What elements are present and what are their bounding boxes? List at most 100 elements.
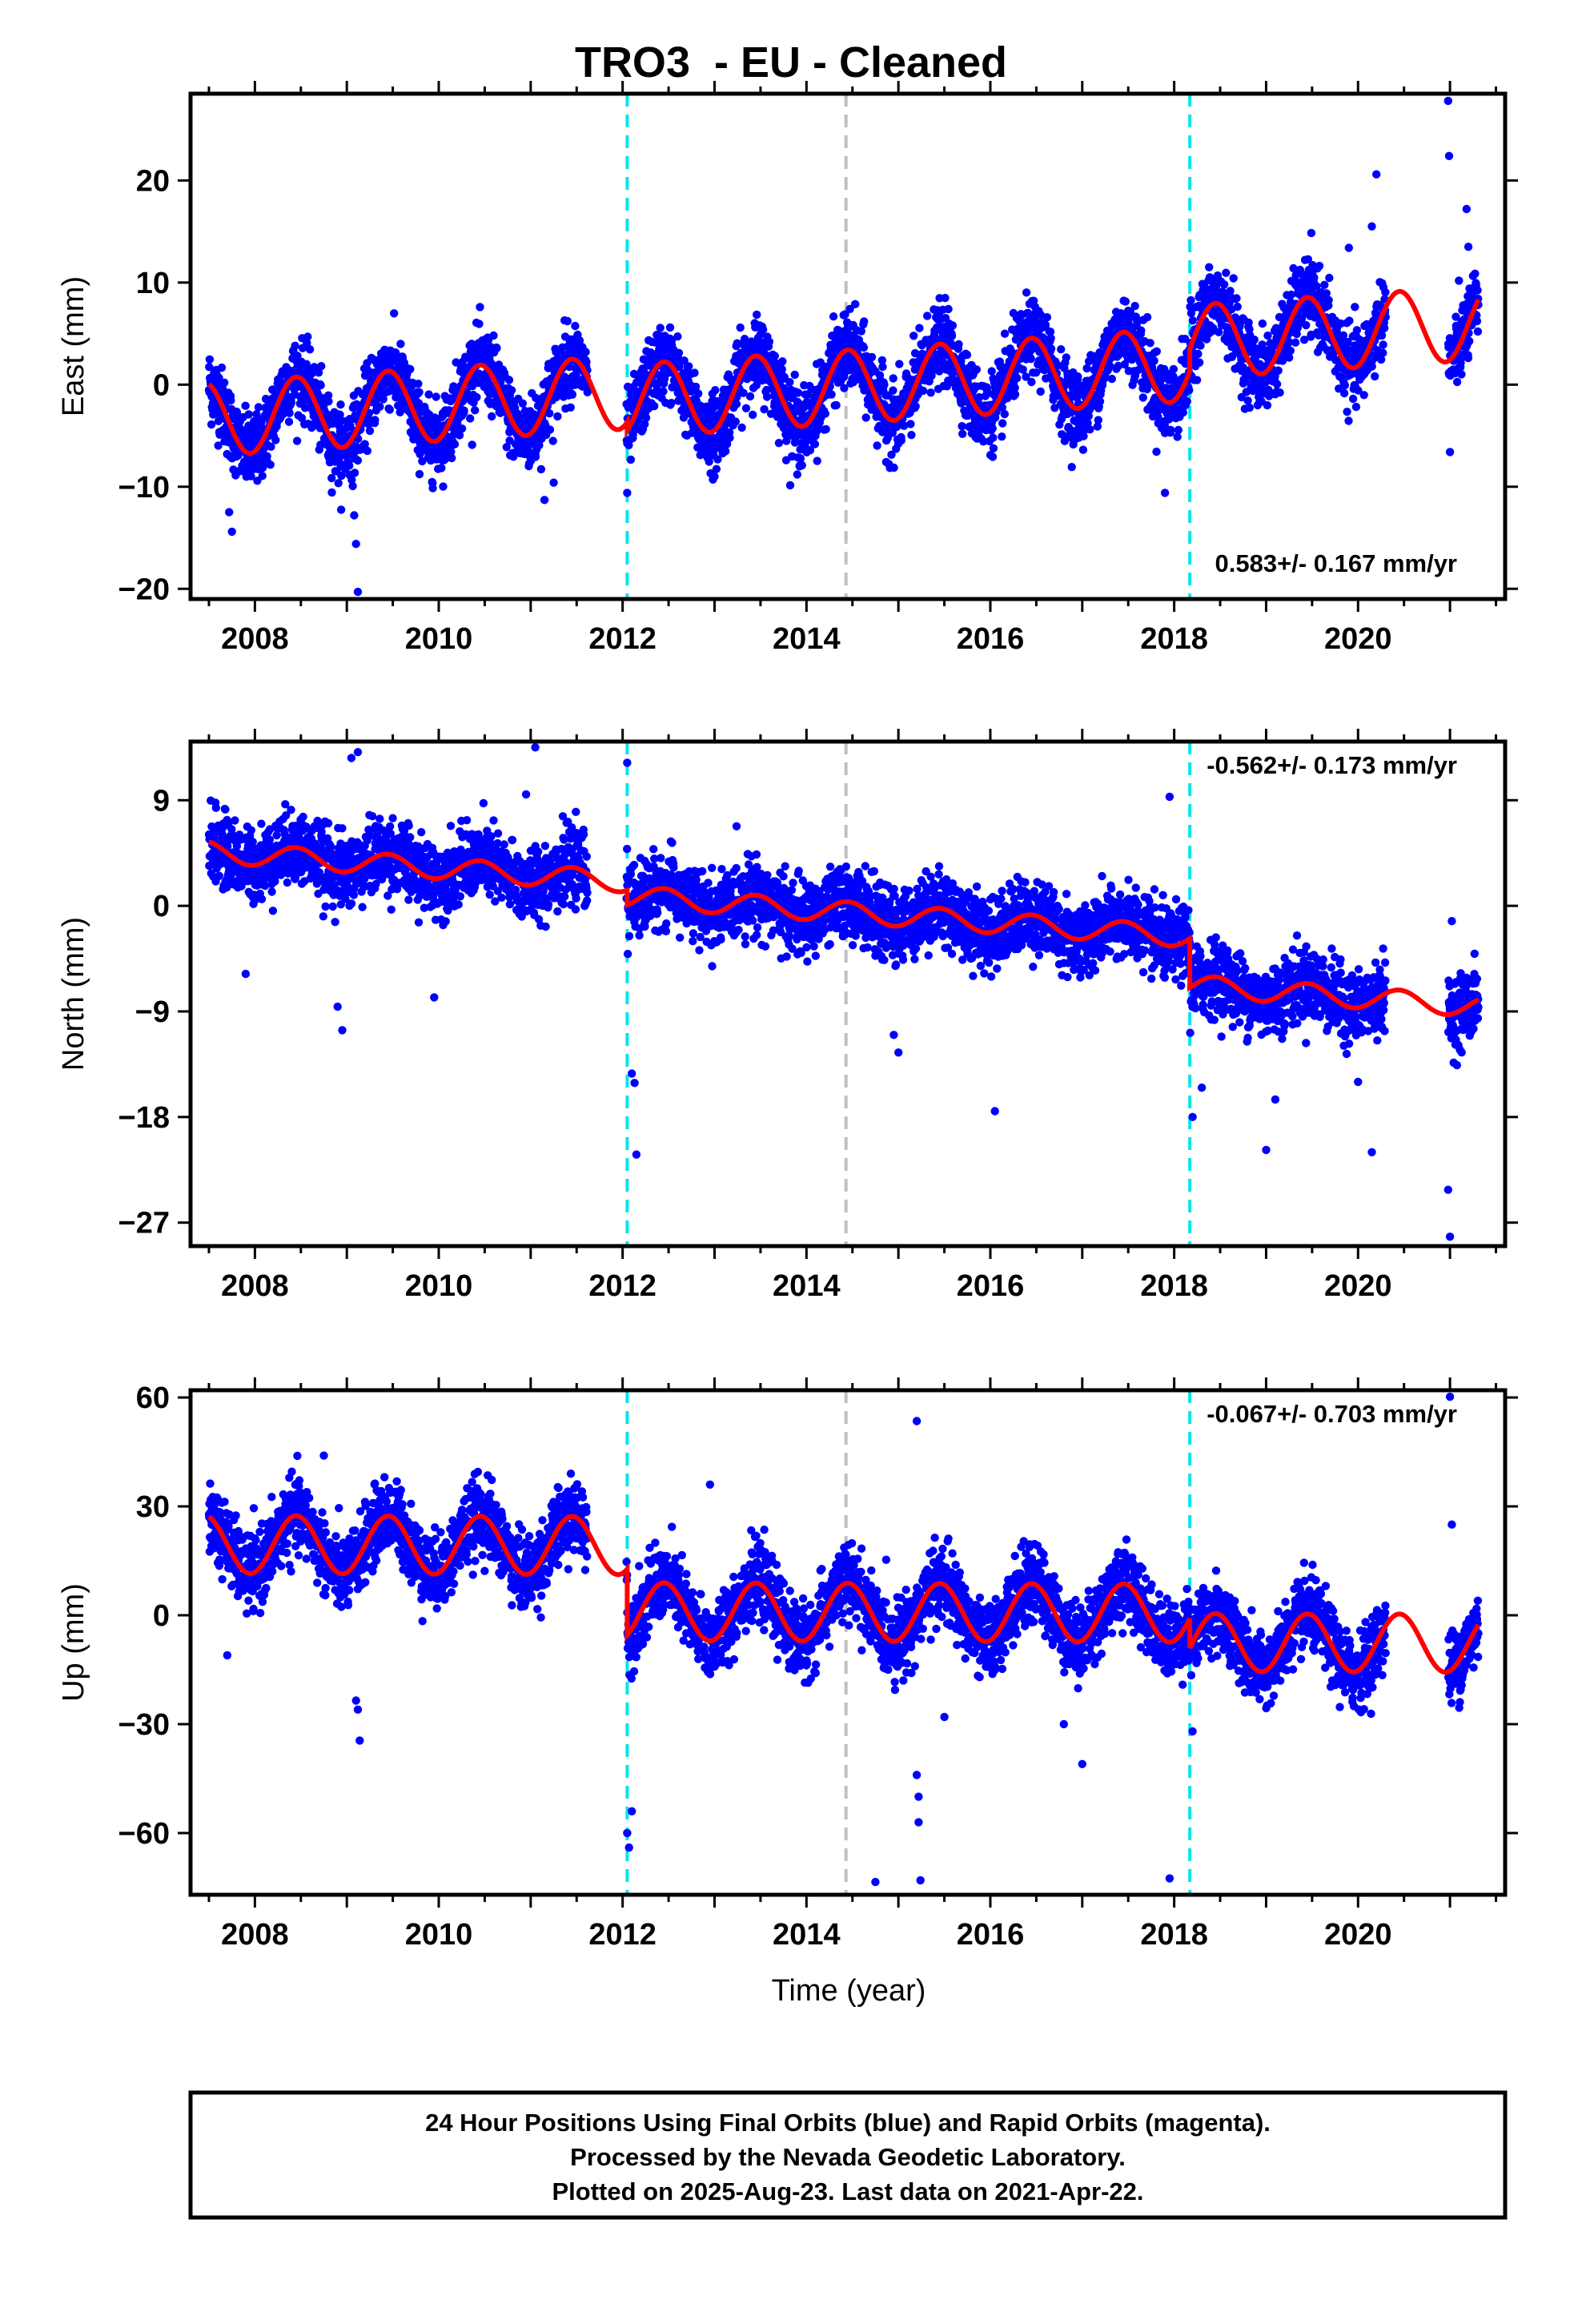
data-point (1194, 349, 1203, 359)
data-point (778, 357, 787, 366)
data-point (1243, 396, 1252, 405)
data-point (1232, 294, 1241, 303)
data-point (821, 409, 830, 418)
x-tick-label: 2008 (221, 622, 289, 656)
data-point (915, 324, 924, 332)
x-tick-label: 2012 (588, 622, 656, 656)
data-point (752, 380, 761, 390)
data-point (345, 461, 354, 470)
data-point (531, 452, 540, 461)
data-point (841, 310, 849, 319)
data-point (918, 386, 928, 396)
data-point (432, 392, 440, 401)
data-point (1285, 353, 1294, 362)
data-point (1452, 377, 1462, 387)
data-point (1380, 324, 1389, 332)
data-point (1067, 463, 1076, 472)
data-point (375, 402, 384, 411)
data-point (324, 397, 333, 406)
data-point (455, 431, 464, 440)
y-tick-label: −10 (118, 471, 170, 505)
outlier-point (710, 472, 719, 481)
data-point (947, 332, 957, 340)
data-point (247, 826, 255, 835)
data-point (845, 304, 854, 313)
north-panel: 2008 2010 2012 2014 2016 2018 2020−27−18−909No… (57, 729, 1518, 1303)
data-point (553, 412, 562, 421)
data-point (437, 464, 446, 472)
data-point (1465, 336, 1474, 346)
data-point (314, 368, 323, 377)
data-point (650, 401, 659, 411)
data-point (696, 451, 705, 460)
data-point (1315, 261, 1324, 271)
data-point (439, 482, 448, 491)
data-point (257, 895, 267, 904)
data-point (287, 398, 295, 408)
data-point (762, 392, 772, 401)
outlier-point (351, 540, 360, 549)
x-tick-label: 2020 (1324, 622, 1392, 656)
data-point (813, 456, 821, 465)
outlier-point (1445, 448, 1455, 456)
data-point (215, 373, 223, 382)
data-point (785, 480, 795, 490)
data-point (545, 425, 555, 434)
data-point (317, 362, 326, 371)
data-point (1036, 387, 1045, 396)
data-point (1379, 348, 1387, 357)
data-point (468, 440, 476, 449)
data-point (571, 321, 580, 331)
data-point (283, 878, 291, 887)
data-point (840, 384, 849, 392)
data-point (1174, 425, 1183, 435)
data-point (1142, 312, 1152, 322)
outlier-point (1372, 170, 1381, 179)
data-point (415, 388, 424, 396)
data-point (347, 476, 356, 485)
data-point (674, 348, 684, 357)
data-point (1351, 402, 1361, 412)
data-point (518, 399, 528, 408)
data-point (736, 323, 745, 332)
data-point (889, 386, 897, 395)
data-point (780, 384, 789, 393)
data-point (1095, 397, 1105, 406)
data-point (1195, 358, 1204, 367)
data-point (1074, 372, 1082, 381)
data-point (1471, 269, 1480, 278)
data-point (254, 403, 263, 412)
data-point (989, 444, 998, 452)
outlier-point (353, 587, 363, 597)
data-point (1169, 364, 1178, 374)
data-point (725, 433, 734, 442)
data-point (1094, 416, 1103, 424)
data-point (867, 352, 877, 362)
data-point (1152, 447, 1161, 456)
outlier-point (1367, 222, 1376, 231)
data-point (737, 423, 746, 432)
data-point (297, 413, 307, 423)
data-point (909, 332, 918, 340)
data-point (998, 432, 1006, 441)
data-point (241, 401, 250, 410)
data-point (257, 819, 266, 828)
data-point (1324, 296, 1333, 304)
data-point (641, 413, 651, 422)
data-point (303, 339, 311, 348)
data-point (878, 362, 887, 372)
data-point (507, 386, 516, 395)
data-point (350, 468, 359, 477)
outlier-point (350, 511, 359, 520)
data-point (740, 335, 749, 344)
data-point (694, 389, 703, 398)
data-point (1272, 380, 1282, 388)
data-point (987, 367, 996, 376)
data-point (923, 312, 932, 320)
data-point (396, 340, 405, 348)
data-point (659, 387, 668, 396)
data-point (1000, 409, 1010, 419)
data-point (336, 505, 346, 514)
data-point (656, 324, 665, 332)
